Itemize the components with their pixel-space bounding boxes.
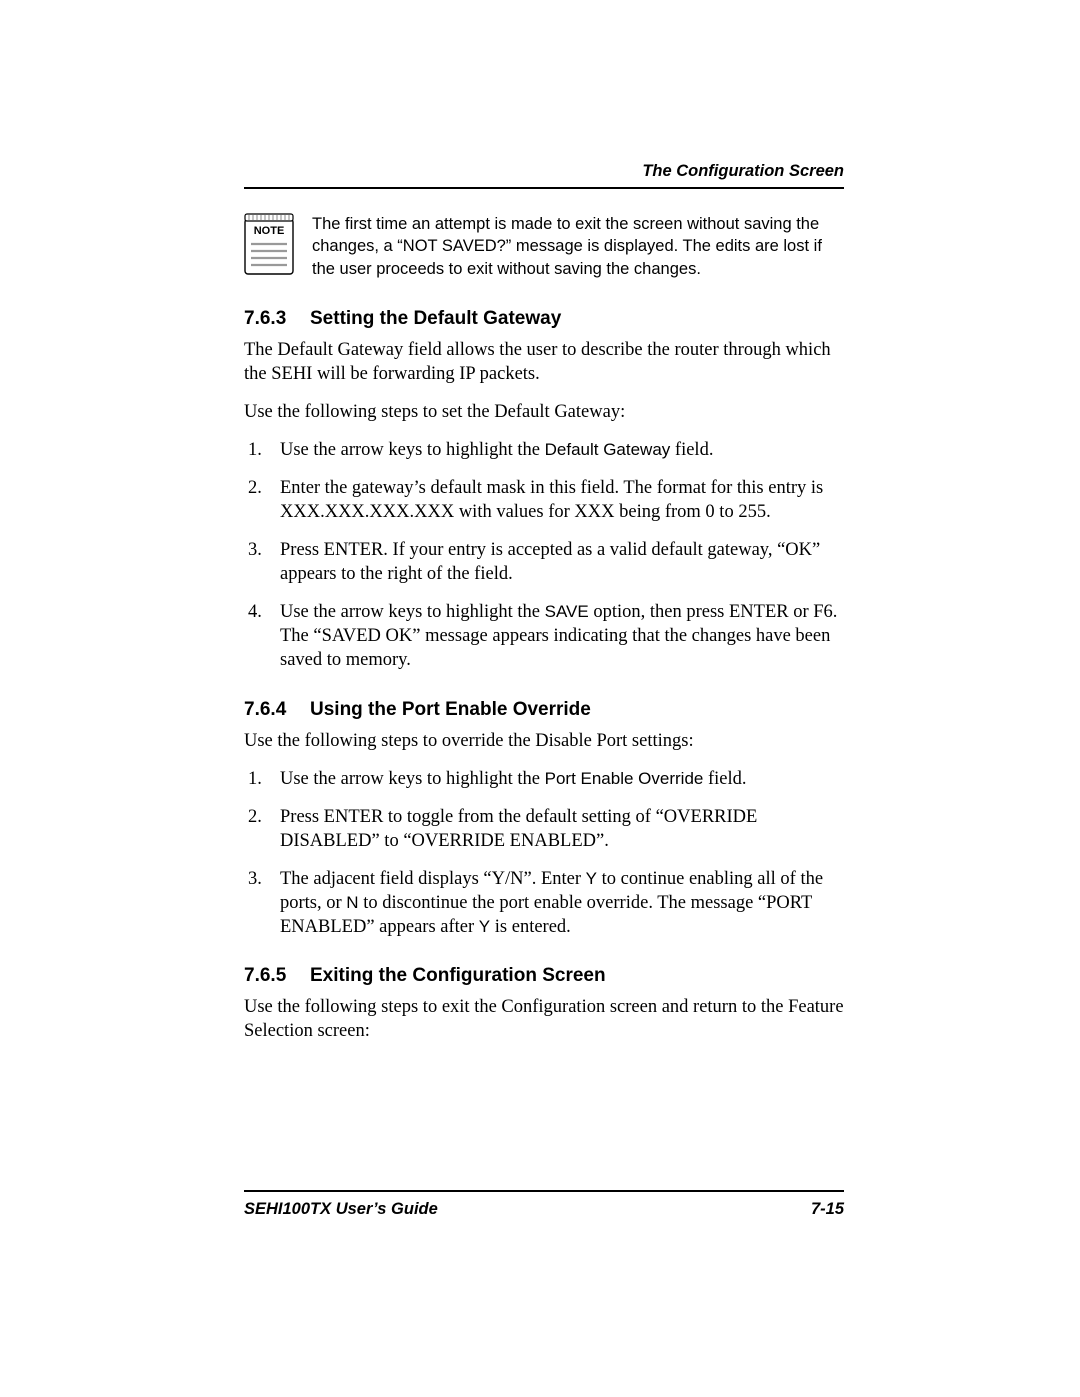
- step-text: field.: [670, 440, 713, 460]
- note-text: The first time an attempt is made to exi…: [312, 213, 844, 280]
- section-number: 7.6.4: [244, 699, 310, 721]
- body-paragraph: Use the following steps to exit the Conf…: [244, 995, 844, 1043]
- note-icon: NOTE: [244, 213, 294, 280]
- section-heading-765: 7.6.5Exiting the Configuration Screen: [244, 965, 844, 987]
- step-text: The adjacent field displays “Y/N”. Enter: [280, 869, 586, 889]
- step-item: Use the arrow keys to highlight the Port…: [244, 767, 844, 791]
- step-item: Use the arrow keys to highlight the Defa…: [244, 438, 844, 462]
- ui-term: SAVE: [545, 602, 589, 621]
- step-text: field.: [703, 769, 746, 789]
- step-text: Use the arrow keys to highlight the: [280, 769, 545, 789]
- section-heading-764: 7.6.4Using the Port Enable Override: [244, 699, 844, 721]
- note-block: NOTE The first time an attempt is made t…: [244, 213, 844, 280]
- footer-right: 7-15: [811, 1200, 844, 1219]
- step-item: Use the arrow keys to highlight the SAVE…: [244, 600, 844, 672]
- steps-list-764: Use the arrow keys to highlight the Port…: [244, 767, 844, 939]
- steps-list-763: Use the arrow keys to highlight the Defa…: [244, 438, 844, 672]
- running-header: The Configuration Screen: [244, 162, 844, 189]
- step-text: is entered.: [490, 917, 571, 937]
- ui-term: Port Enable Override: [545, 769, 704, 788]
- ui-term: Y: [586, 869, 597, 888]
- section-heading-763: 7.6.3Setting the Default Gateway: [244, 308, 844, 330]
- section-title: Exiting the Configuration Screen: [310, 965, 606, 986]
- section-number: 7.6.3: [244, 308, 310, 330]
- ui-term: Default Gateway: [545, 440, 671, 459]
- step-item: The adjacent field displays “Y/N”. Enter…: [244, 867, 844, 939]
- step-text: Use the arrow keys to highlight the: [280, 602, 545, 622]
- ui-term: Y: [479, 917, 490, 936]
- section-number: 7.6.5: [244, 965, 310, 987]
- section-title: Setting the Default Gateway: [310, 308, 561, 329]
- body-paragraph: Use the following steps to override the …: [244, 729, 844, 753]
- ui-term: N: [346, 893, 358, 912]
- step-item: Enter the gateway’s default mask in this…: [244, 476, 844, 524]
- body-paragraph: Use the following steps to set the Defau…: [244, 400, 844, 424]
- body-paragraph: The Default Gateway field allows the use…: [244, 338, 844, 386]
- step-text: Use the arrow keys to highlight the: [280, 440, 545, 460]
- note-label: NOTE: [254, 225, 285, 237]
- step-item: Press ENTER to toggle from the default s…: [244, 805, 844, 853]
- footer-left: SEHI100TX User’s Guide: [244, 1200, 438, 1219]
- page-footer: SEHI100TX User’s Guide 7-15: [244, 1190, 844, 1219]
- section-title: Using the Port Enable Override: [310, 699, 591, 720]
- step-item: Press ENTER. If your entry is accepted a…: [244, 538, 844, 586]
